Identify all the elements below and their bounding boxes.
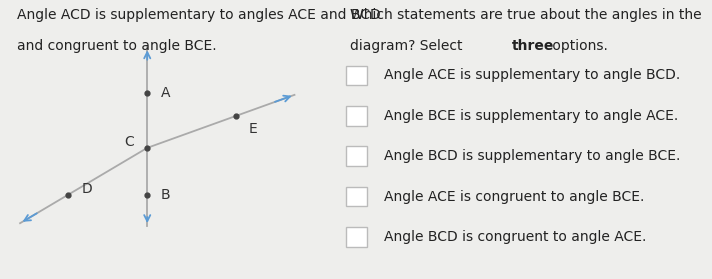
- FancyBboxPatch shape: [346, 227, 367, 247]
- FancyBboxPatch shape: [346, 66, 367, 85]
- Text: Angle ACE is supplementary to angle BCD.: Angle ACE is supplementary to angle BCD.: [384, 68, 680, 82]
- Text: and congruent to angle BCE.: and congruent to angle BCE.: [17, 39, 216, 53]
- FancyBboxPatch shape: [346, 146, 367, 166]
- Text: three: three: [512, 39, 555, 53]
- Text: C: C: [124, 135, 134, 149]
- Text: A: A: [161, 86, 170, 100]
- Text: options.: options.: [548, 39, 608, 53]
- FancyBboxPatch shape: [346, 106, 367, 126]
- Text: D: D: [82, 182, 93, 196]
- Text: Angle ACE is congruent to angle BCE.: Angle ACE is congruent to angle BCE.: [384, 190, 644, 204]
- Text: Angle ACD is supplementary to angles ACE and BCD: Angle ACD is supplementary to angles ACE…: [17, 8, 380, 22]
- Text: B: B: [161, 188, 170, 202]
- FancyBboxPatch shape: [346, 187, 367, 206]
- Text: diagram? Select: diagram? Select: [350, 39, 466, 53]
- Text: Angle BCD is congruent to angle ACE.: Angle BCD is congruent to angle ACE.: [384, 230, 646, 244]
- Text: E: E: [249, 122, 258, 136]
- Text: Angle BCD is supplementary to angle BCE.: Angle BCD is supplementary to angle BCE.: [384, 149, 680, 163]
- Text: Which statements are true about the angles in the: Which statements are true about the angl…: [350, 8, 701, 22]
- Text: Angle BCE is supplementary to angle ACE.: Angle BCE is supplementary to angle ACE.: [384, 109, 678, 123]
